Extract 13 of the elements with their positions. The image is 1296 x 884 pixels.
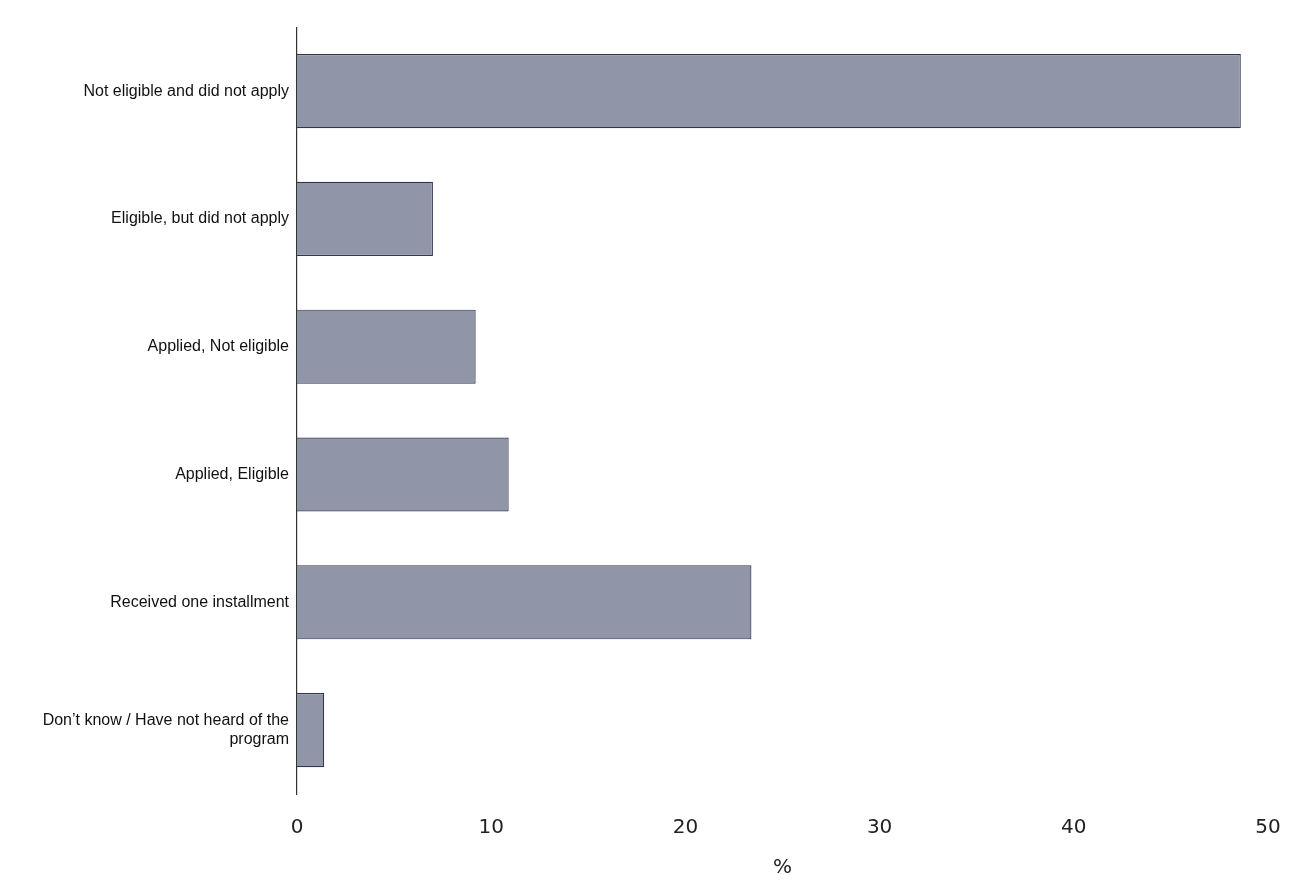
x-tick-label: 50: [1255, 814, 1281, 839]
x-tick-label: 0: [290, 814, 304, 839]
y-tick-label: Applied, Not eligible: [147, 337, 290, 355]
x-tick-label: 30: [866, 814, 893, 839]
y-tick-label: Applied, Eligible: [175, 464, 290, 482]
y-tick-label: Received one installment: [110, 592, 290, 610]
y-tick-label: Not eligible and did not apply: [83, 81, 289, 99]
x-tick-label: 20: [672, 814, 699, 839]
x-tick-label: 40: [1061, 814, 1087, 839]
x-axis-title: %: [772, 854, 793, 879]
y-tick-label: Don’t know / Have not heard of the program: [42, 710, 290, 748]
y-tick-label: Eligible, but did not apply: [111, 209, 289, 227]
x-tick-label: 10: [478, 814, 504, 839]
